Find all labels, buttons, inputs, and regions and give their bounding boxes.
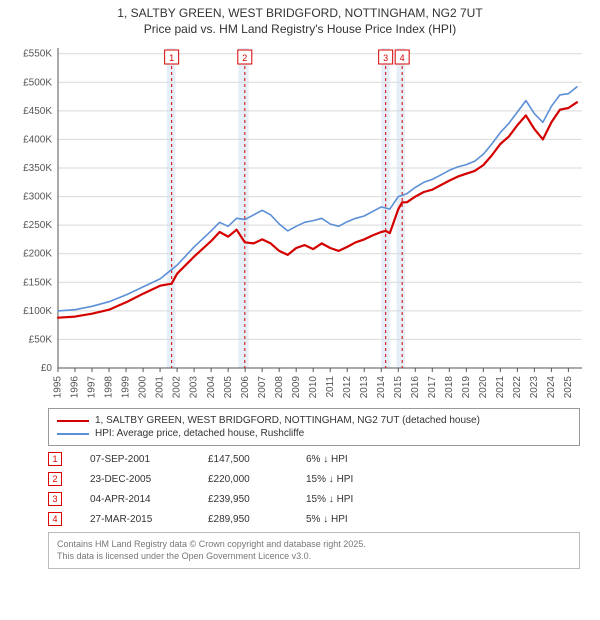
svg-text:2007: 2007 <box>257 376 268 399</box>
chart-title: 1, SALTBY GREEN, WEST BRIDGFORD, NOTTING… <box>0 0 600 38</box>
sale-delta: 5% ↓ HPI <box>306 514 366 525</box>
sale-date: 27-MAR-2015 <box>90 514 180 525</box>
sale-date: 23-DEC-2005 <box>90 474 180 485</box>
svg-text:2025: 2025 <box>563 376 574 399</box>
svg-text:2009: 2009 <box>291 376 302 399</box>
legend-label: HPI: Average price, detached house, Rush… <box>95 428 304 439</box>
sales-table: 1 07-SEP-2001 £147,500 6% ↓ HPI 2 23-DEC-2005… <box>48 452 580 526</box>
sale-marker-icon: 4 <box>48 512 62 526</box>
svg-text:£400K: £400K <box>23 134 52 145</box>
svg-text:£300K: £300K <box>23 192 52 203</box>
sales-row: 4 27-MAR-2015 £289,950 5% ↓ HPI <box>48 512 580 526</box>
svg-text:£200K: £200K <box>23 249 52 260</box>
svg-text:2023: 2023 <box>529 376 540 399</box>
legend-label: 1, SALTBY GREEN, WEST BRIDGFORD, NOTTING… <box>95 415 480 426</box>
svg-text:2011: 2011 <box>325 376 336 398</box>
footer-line-1: Contains HM Land Registry data © Crown c… <box>57 539 571 551</box>
svg-text:£150K: £150K <box>23 277 52 288</box>
sale-marker-icon: 2 <box>48 472 62 486</box>
svg-text:2021: 2021 <box>495 376 506 399</box>
svg-text:£50K: £50K <box>29 334 53 345</box>
svg-text:4: 4 <box>400 53 405 63</box>
svg-text:2017: 2017 <box>427 376 438 399</box>
sales-row: 2 23-DEC-2005 £220,000 15% ↓ HPI <box>48 472 580 486</box>
svg-text:£100K: £100K <box>23 306 52 317</box>
svg-text:2018: 2018 <box>444 376 455 399</box>
sale-marker-icon: 3 <box>48 492 62 506</box>
svg-text:2000: 2000 <box>138 376 149 399</box>
legend-swatch <box>57 420 89 422</box>
svg-text:2004: 2004 <box>206 376 217 399</box>
sale-date: 07-SEP-2001 <box>90 454 180 465</box>
svg-text:2014: 2014 <box>376 376 387 399</box>
price-chart: £0 £50K £100K £150K £200K £250K £300K £350K £400… <box>10 42 590 402</box>
svg-text:£350K: £350K <box>23 163 52 174</box>
sale-marker-icon: 1 <box>48 452 62 466</box>
svg-text:1998: 1998 <box>104 376 115 399</box>
svg-text:2005: 2005 <box>223 376 234 399</box>
svg-text:2008: 2008 <box>274 376 285 399</box>
svg-text:1: 1 <box>169 53 174 63</box>
footer-line-2: This data is licensed under the Open Gov… <box>57 551 571 563</box>
svg-text:2024: 2024 <box>546 376 557 399</box>
svg-text:£550K: £550K <box>23 49 52 60</box>
sales-row: 3 04-APR-2014 £239,950 15% ↓ HPI <box>48 492 580 506</box>
svg-text:2012: 2012 <box>342 376 353 399</box>
sale-price: £289,950 <box>208 514 278 525</box>
svg-text:2003: 2003 <box>189 376 200 399</box>
svg-text:2013: 2013 <box>359 376 370 399</box>
svg-text:2016: 2016 <box>410 376 421 399</box>
sale-price: £239,950 <box>208 494 278 505</box>
sales-row: 1 07-SEP-2001 £147,500 6% ↓ HPI <box>48 452 580 466</box>
svg-text:2002: 2002 <box>172 376 183 399</box>
sale-date: 04-APR-2014 <box>90 494 180 505</box>
svg-text:2020: 2020 <box>478 376 489 399</box>
svg-text:2010: 2010 <box>308 376 319 399</box>
legend-item: HPI: Average price, detached house, Rush… <box>57 428 571 439</box>
svg-text:2022: 2022 <box>512 376 523 399</box>
svg-text:2019: 2019 <box>461 376 472 399</box>
sale-price: £220,000 <box>208 474 278 485</box>
attribution-footer: Contains HM Land Registry data © Crown c… <box>48 532 580 569</box>
legend-item: 1, SALTBY GREEN, WEST BRIDGFORD, NOTTING… <box>57 415 571 426</box>
svg-text:£450K: £450K <box>23 106 52 117</box>
legend: 1, SALTBY GREEN, WEST BRIDGFORD, NOTTING… <box>48 408 580 446</box>
svg-text:2001: 2001 <box>155 376 166 399</box>
svg-text:1995: 1995 <box>53 376 64 399</box>
legend-swatch <box>57 433 89 435</box>
sale-price: £147,500 <box>208 454 278 465</box>
svg-text:£250K: £250K <box>23 220 52 231</box>
title-line-1: 1, SALTBY GREEN, WEST BRIDGFORD, NOTTING… <box>10 6 590 20</box>
svg-text:1999: 1999 <box>121 376 132 399</box>
svg-text:1997: 1997 <box>87 376 98 399</box>
svg-text:2015: 2015 <box>393 376 404 399</box>
chart-svg: £0 £50K £100K £150K £200K £250K £300K £350K £400… <box>10 42 590 402</box>
svg-text:1996: 1996 <box>70 376 81 399</box>
sale-delta: 15% ↓ HPI <box>306 474 366 485</box>
svg-text:2006: 2006 <box>240 376 251 399</box>
svg-text:£500K: £500K <box>23 77 52 88</box>
svg-text:3: 3 <box>383 53 388 63</box>
sale-delta: 6% ↓ HPI <box>306 454 366 465</box>
title-line-2: Price paid vs. HM Land Registry's House … <box>10 22 590 36</box>
sale-delta: 15% ↓ HPI <box>306 494 366 505</box>
svg-text:£0: £0 <box>41 363 53 374</box>
svg-text:2: 2 <box>242 53 247 63</box>
